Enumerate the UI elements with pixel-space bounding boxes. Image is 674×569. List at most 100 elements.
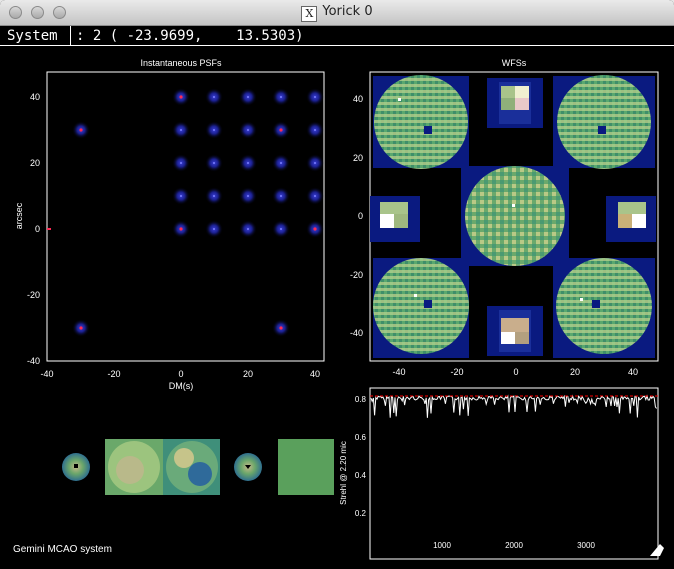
psf-core: [213, 129, 215, 131]
psf-core: [79, 128, 83, 132]
psf-core: [247, 162, 249, 164]
psf-ylabel: arcsec: [14, 202, 24, 229]
strehl-y-tick: 0.6: [355, 433, 367, 442]
wfs-x-tick: -20: [450, 367, 463, 377]
psf-core: [313, 227, 317, 231]
wfs-defects: [424, 126, 606, 308]
psf-y-tick: -40: [27, 356, 40, 366]
strehl-y-tick: 0.8: [355, 395, 367, 404]
wfs-x-tick: 40: [628, 367, 638, 377]
wfs-spot: [370, 196, 420, 242]
psf-core: [180, 162, 182, 164]
window-title-area: X Yorick 0: [0, 4, 674, 22]
wfs-spot: [487, 78, 543, 128]
dm-thumb-pattern: [188, 462, 212, 486]
wfs-x-ticks: -40 -20 0 20 40: [392, 367, 638, 377]
psf-x-tick: 20: [243, 369, 253, 379]
psf-core: [247, 129, 249, 131]
psf-x-tick: 0: [178, 369, 183, 379]
psf-core: [280, 162, 282, 164]
dm-thumb-flat: [278, 439, 334, 495]
psf-y-tick: 20: [30, 158, 40, 168]
status-coordinates: : 2 ( -23.9699, 13.5303): [76, 28, 304, 44]
strehl-x-ticks: 1000 2000 3000: [433, 541, 595, 550]
psf-y-tick: 40: [30, 92, 40, 102]
status-bar: System : 2 ( -23.9699, 13.5303): [0, 26, 674, 46]
wfs-y-tick: 20: [353, 153, 363, 163]
psf-core: [279, 326, 283, 330]
psf-core: [247, 228, 249, 230]
status-label: System: [7, 28, 58, 44]
psf-y-tick: 0: [35, 224, 40, 234]
psf-core: [280, 195, 282, 197]
psf-y-tick: -20: [27, 290, 40, 300]
wfs-x-tick: 0: [513, 367, 518, 377]
dm-thumb-pattern: [116, 456, 144, 484]
strehl-x-tick: 3000: [577, 541, 595, 550]
wfs-image: [370, 75, 656, 358]
strehl-axes-frame: [369, 387, 659, 560]
wfs-title: WFSs: [502, 58, 527, 68]
psf-core: [314, 195, 316, 197]
dm-thumb-center: [245, 465, 251, 469]
psf-edge-marker: [47, 228, 51, 230]
minimize-button[interactable]: [31, 6, 44, 19]
psf-x-ticks: -40 -20 0 20 40: [40, 369, 320, 379]
wfs-spot: [487, 306, 543, 356]
psf-core: [314, 162, 316, 164]
psf-x-tick: 40: [310, 369, 320, 379]
wfs-y-tick: 40: [353, 94, 363, 104]
psf-core: [179, 95, 183, 99]
wfs-spot: [606, 196, 656, 242]
wfs-y-tick: -40: [350, 328, 363, 338]
strehl-y-ticks: 0.8 0.6 0.4 0.2: [355, 395, 367, 518]
close-button[interactable]: [9, 6, 22, 19]
psf-core: [213, 162, 215, 164]
psf-title: Instantaneous PSFs: [140, 58, 222, 68]
strehl-trace: [370, 394, 657, 418]
strehl-x-tick: 2000: [505, 541, 523, 550]
wfs-x-tick: 20: [570, 367, 580, 377]
strehl-y-tick: 0.4: [355, 471, 367, 480]
wfs-y-tick: 0: [358, 211, 363, 221]
window-title: Yorick 0: [322, 4, 373, 19]
psf-core: [247, 195, 249, 197]
psf-core: [180, 129, 182, 131]
psf-xlabel: DM(s): [169, 381, 194, 391]
psf-core: [213, 96, 215, 98]
psf-core: [247, 96, 249, 98]
psf-core: [279, 128, 283, 132]
zoom-button[interactable]: [53, 6, 66, 19]
wfs-y-ticks: 40 20 0 -20 -40: [350, 94, 363, 338]
psf-core: [314, 96, 316, 98]
title-bar[interactable]: X Yorick 0: [0, 0, 674, 26]
psf-core: [180, 195, 182, 197]
psf-core: [213, 195, 215, 197]
wfs-pupil: [374, 75, 468, 169]
wfs-pupil: [373, 258, 469, 354]
caption: Gemini MCAO system: [13, 544, 112, 555]
plot-canvas[interactable]: Instantaneous PSFs 40 20 0 -20 -40 -40 -…: [0, 46, 674, 569]
wfs-pupil: [557, 75, 651, 169]
psf-core: [280, 228, 282, 230]
status-divider: [70, 26, 71, 45]
wfs-x-tick: -40: [392, 367, 405, 377]
wfs-pupil: [465, 166, 565, 266]
psf-core: [280, 96, 282, 98]
strehl-y-tick: 0.2: [355, 509, 367, 518]
wfs-y-tick: -20: [350, 270, 363, 280]
psf-y-ticks: 40 20 0 -20 -40: [27, 92, 40, 366]
dm-thumbnails: [62, 439, 334, 495]
wfs-hot-pixels: [398, 98, 583, 301]
resize-grip-icon[interactable]: [650, 544, 664, 556]
psf-axes-frame: [46, 71, 325, 362]
dm-thumb-center: [74, 464, 78, 468]
psf-core: [314, 129, 316, 131]
psf-spots: [72, 88, 324, 337]
psf-core: [79, 326, 83, 330]
wfs-pupil: [556, 258, 652, 354]
dm-thumb-pattern: [174, 448, 194, 468]
psf-core: [179, 227, 183, 231]
psf-x-tick: -20: [107, 369, 120, 379]
